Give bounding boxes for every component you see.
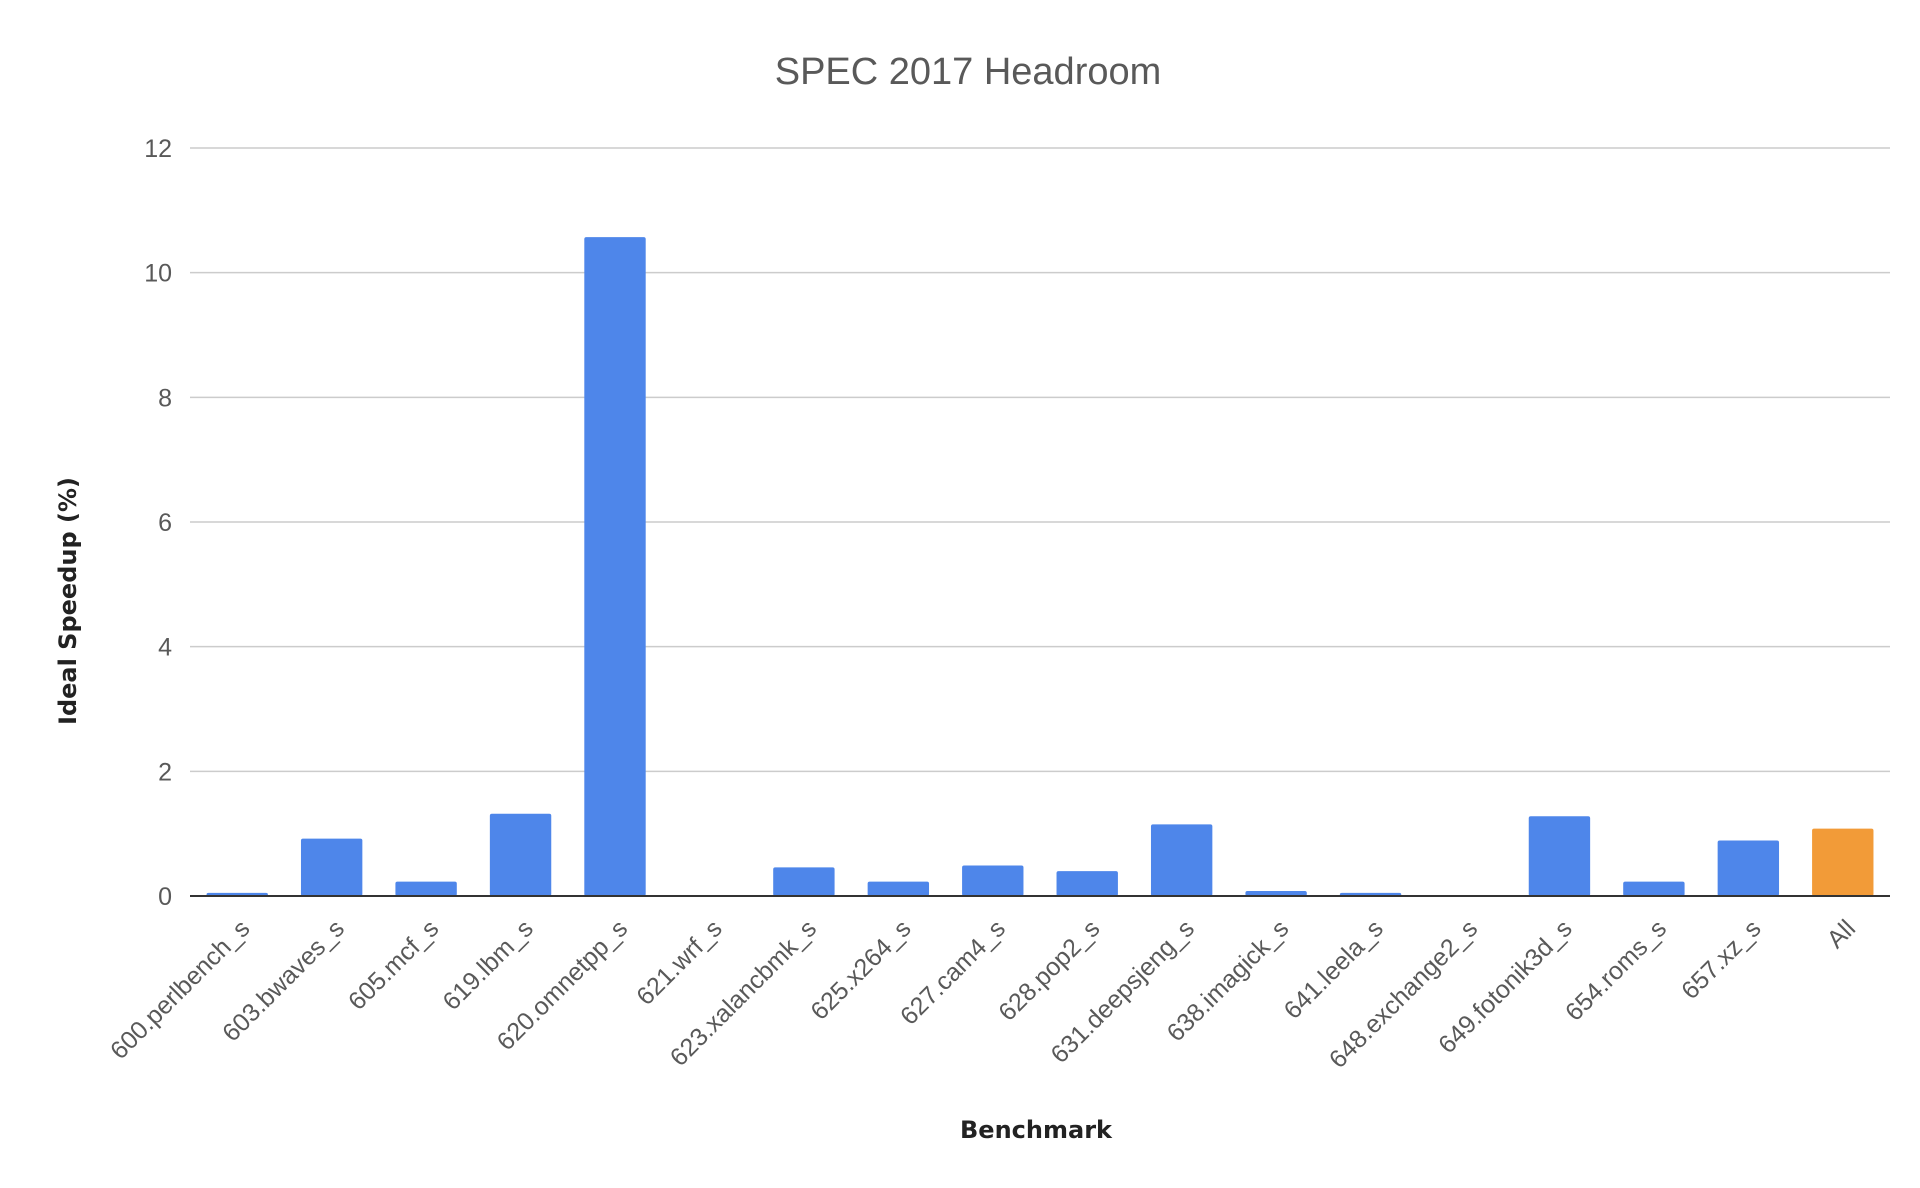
chart-title: SPEC 2017 Headroom (775, 51, 1162, 93)
bar (395, 881, 457, 896)
gridlines (190, 147, 1890, 773)
y-tick-label: 4 (158, 634, 172, 662)
bar (1623, 881, 1685, 896)
y-tick-label: 0 (158, 883, 172, 911)
y-tick-label: 2 (158, 758, 172, 786)
bar (962, 865, 1024, 896)
bar (1812, 828, 1874, 896)
y-tick-label: 10 (144, 260, 172, 288)
bar (1528, 816, 1591, 896)
x-category-label: 605.mcf_s (343, 914, 444, 1015)
x-category-label: 654.roms_s (1560, 914, 1672, 1026)
bar (300, 838, 363, 896)
x-category-labels: 600.perlbench_s603.bwaves_s605.mcf_s619.… (105, 914, 1861, 1073)
x-category-label: 621.wrf_s (631, 914, 727, 1010)
bar (867, 881, 930, 896)
bar (1056, 871, 1118, 896)
x-category-label: 657.xz_s (1676, 914, 1767, 1005)
y-tick-label: 6 (158, 509, 172, 537)
bar (1150, 824, 1213, 896)
y-tick-label: 12 (144, 135, 172, 163)
y-tick-label: 8 (158, 384, 172, 412)
bars (206, 237, 1874, 897)
x-category-label: All (1822, 914, 1861, 953)
bar (773, 867, 835, 896)
x-category-label: 619.lbm_s (437, 914, 538, 1015)
bar (584, 237, 646, 897)
bar (1717, 840, 1780, 896)
y-axis-title: Ideal Speedup (%) (54, 477, 82, 725)
bar (489, 813, 552, 896)
y-tick-labels: 0 2 4 6 8 10 12 (144, 135, 172, 911)
x-axis-title: Benchmark (960, 1116, 1113, 1144)
bar (1245, 891, 1307, 896)
